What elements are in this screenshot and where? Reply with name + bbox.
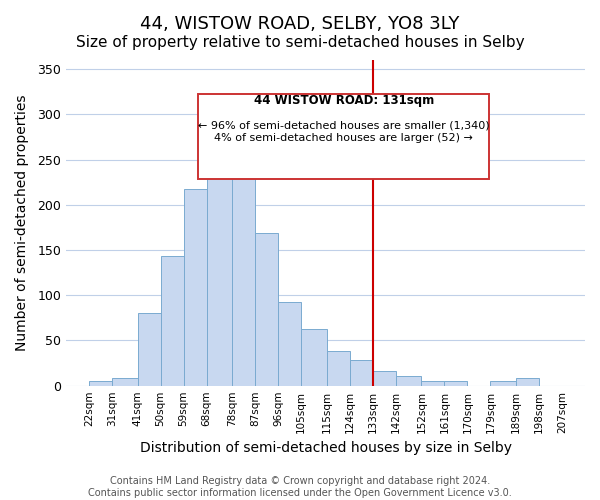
Bar	[232, 173, 255, 386]
Text: Contains HM Land Registry data © Crown copyright and database right 2024.
Contai: Contains HM Land Registry data © Crown c…	[88, 476, 512, 498]
Bar	[137, 314, 161, 386]
Bar	[445, 381, 467, 386]
Bar	[89, 381, 112, 386]
Bar	[490, 381, 516, 386]
Bar	[184, 190, 206, 386]
X-axis label: Distribution of semi-detached houses by size in Selby: Distribution of semi-detached houses by …	[140, 441, 512, 455]
Bar	[396, 376, 421, 386]
Text: 44, WISTOW ROAD, SELBY, YO8 3LY: 44, WISTOW ROAD, SELBY, YO8 3LY	[140, 15, 460, 33]
Bar	[278, 302, 301, 386]
Bar	[516, 378, 539, 386]
Y-axis label: Number of semi-detached properties: Number of semi-detached properties	[15, 94, 29, 351]
Bar	[373, 371, 396, 386]
Bar	[206, 129, 232, 386]
Bar	[421, 381, 445, 386]
Bar	[350, 360, 373, 386]
Bar	[255, 233, 278, 386]
Text: ← 96% of semi-detached houses are smaller (1,340)
4% of semi-detached houses are: ← 96% of semi-detached houses are smalle…	[198, 121, 490, 142]
FancyBboxPatch shape	[199, 94, 489, 179]
Text: Size of property relative to semi-detached houses in Selby: Size of property relative to semi-detach…	[76, 35, 524, 50]
Bar	[301, 328, 327, 386]
Bar	[161, 256, 184, 386]
Bar	[112, 378, 137, 386]
Text: 44 WISTOW ROAD: 131sqm: 44 WISTOW ROAD: 131sqm	[254, 94, 434, 107]
Bar	[327, 352, 350, 386]
